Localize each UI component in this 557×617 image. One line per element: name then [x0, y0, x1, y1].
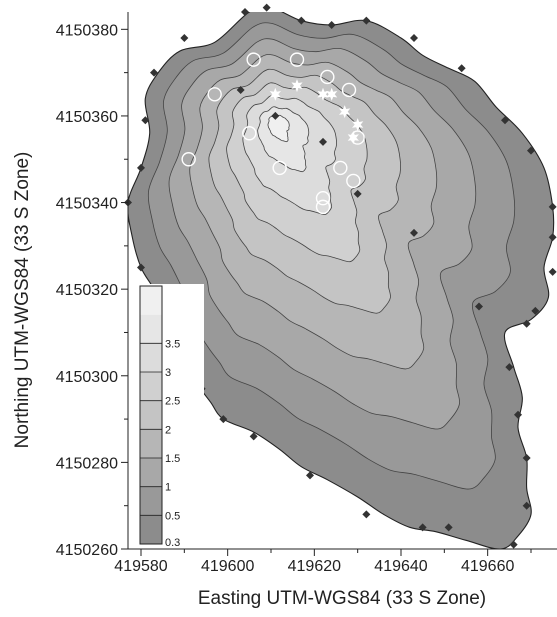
diamond-point — [410, 34, 418, 42]
x-tick-label: 419600 — [201, 558, 254, 575]
legend-swatch — [140, 286, 162, 315]
y-tick-label: 4150300 — [56, 369, 118, 386]
legend-swatch — [140, 315, 162, 344]
legend-label: 0.5 — [165, 510, 180, 522]
diamond-point — [458, 64, 466, 72]
legend-swatch — [140, 429, 162, 458]
y-tick-label: 4150340 — [56, 196, 118, 213]
x-axis-label: Easting UTM-WGS84 (33 S Zone) — [198, 588, 486, 609]
y-tick-label: 4150380 — [56, 22, 118, 39]
legend-swatch — [140, 458, 162, 487]
legend-label: 1.5 — [165, 453, 180, 465]
y-axis-label: Northing UTM-WGS84 (33 S Zone) — [12, 152, 33, 449]
diamond-point — [263, 4, 271, 12]
legend-label: 2.5 — [165, 396, 180, 408]
legend-label: 3 — [165, 367, 171, 379]
legend-swatch — [140, 343, 162, 372]
x-tick-label: 419580 — [114, 558, 167, 575]
legend-label: 1 — [165, 482, 171, 494]
y-tick-label: 4150260 — [56, 542, 118, 559]
diamond-point — [549, 268, 557, 276]
y-tick-label: 4150360 — [56, 109, 118, 126]
x-tick-label: 419620 — [288, 558, 341, 575]
x-tick-label: 419660 — [461, 558, 514, 575]
legend-swatch — [140, 401, 162, 430]
legend-label: 3.5 — [165, 338, 180, 350]
legend-swatch — [140, 372, 162, 401]
legend-label: 0.3 — [165, 537, 180, 549]
diamond-point — [180, 34, 188, 42]
y-tick-label: 4150320 — [56, 282, 118, 299]
legend-label: 2 — [165, 424, 171, 436]
legend: 0.3 0.5 1 1.5 2 2.5 3 3.5 — [138, 284, 204, 549]
y-tick-label: 4150280 — [56, 455, 118, 472]
x-tick-label: 419640 — [374, 558, 427, 575]
legend-swatch — [140, 487, 162, 516]
legend-swatch — [140, 515, 162, 544]
diamond-point — [362, 510, 370, 518]
